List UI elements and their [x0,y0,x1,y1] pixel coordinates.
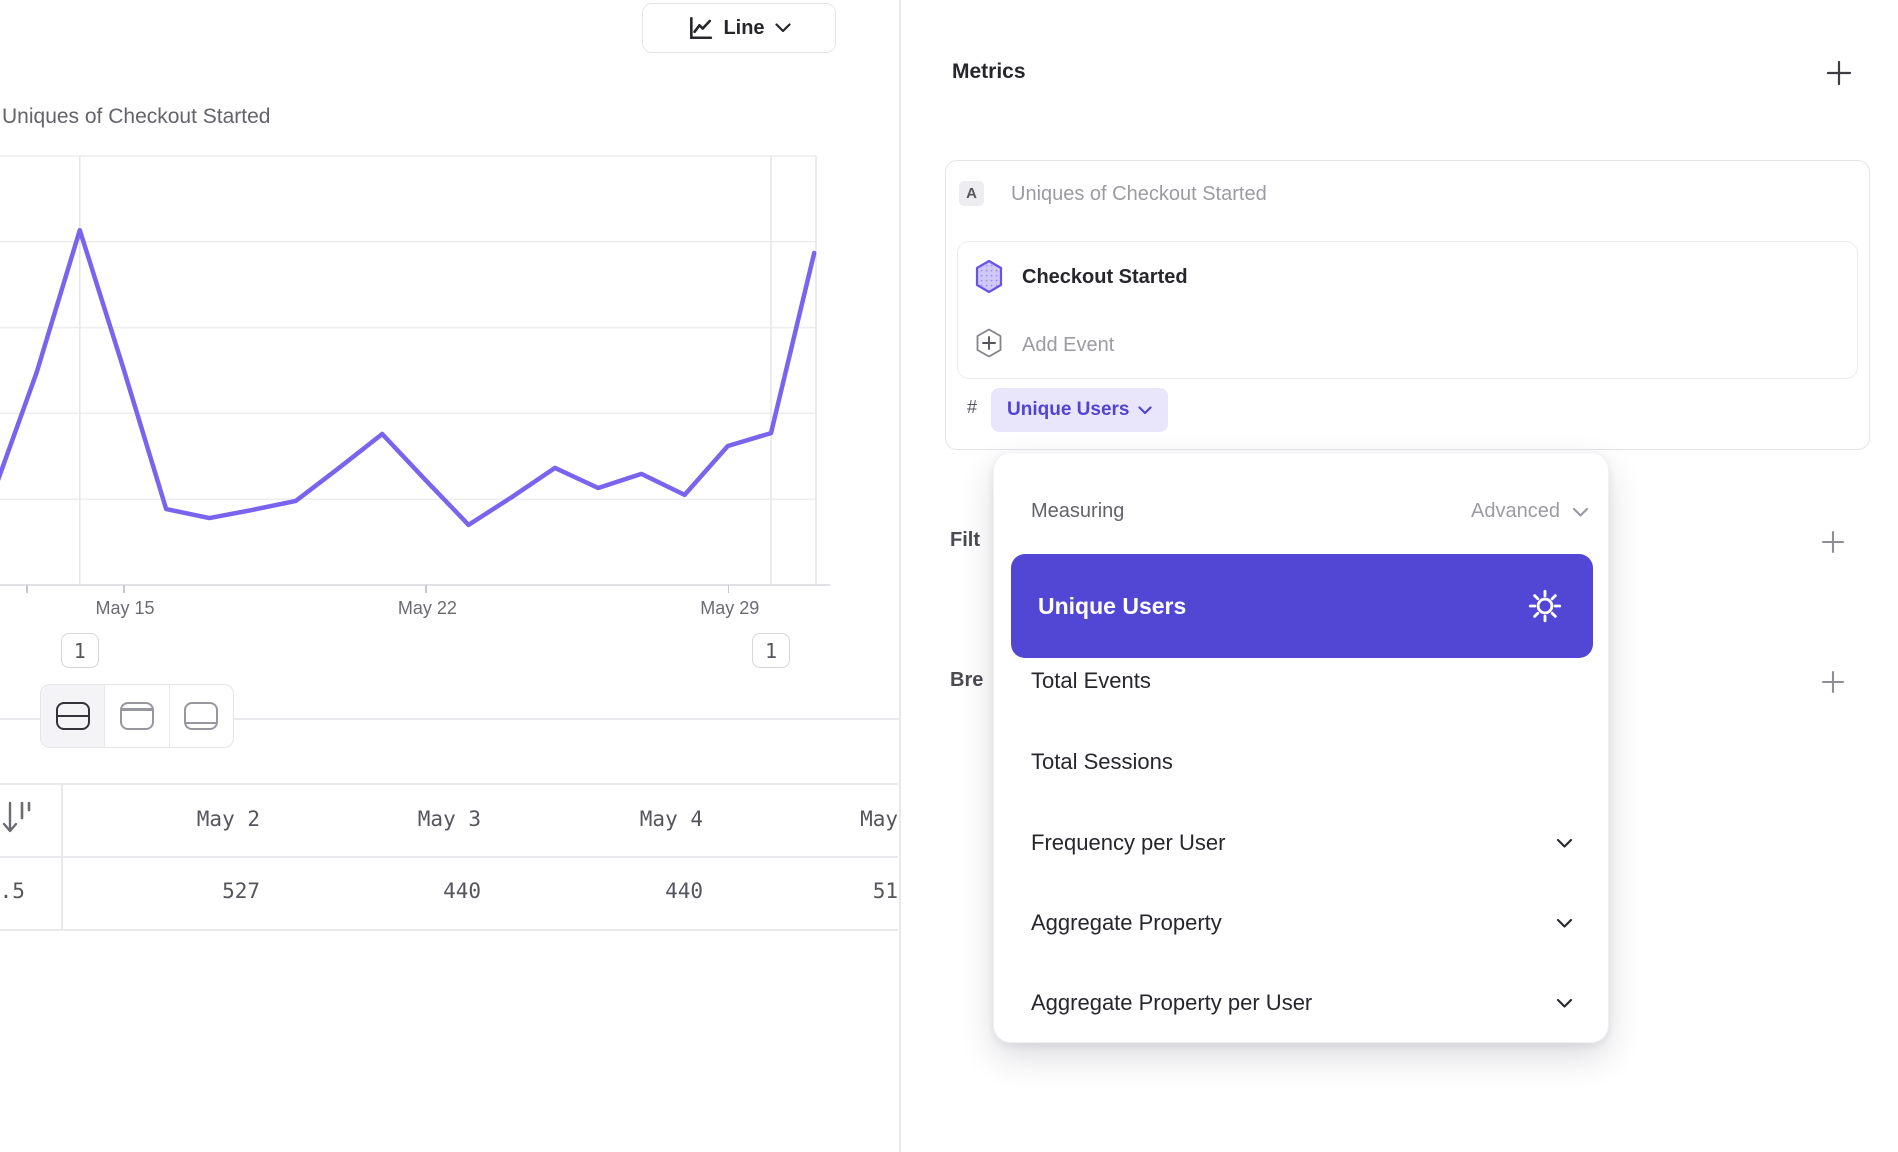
table-column-header[interactable]: May [860,807,898,831]
x-axis-tick [26,585,28,593]
table-header-divider [0,856,898,858]
x-axis-label: May 15 [95,598,155,618]
add-filter-button[interactable] [1820,529,1846,555]
section-divider [0,718,899,720]
line-chart-icon [690,16,713,40]
frozen-column-divider [61,783,63,931]
menu-item-aggregate-property-per-user[interactable]: Aggregate Property per User [1031,985,1573,1021]
measuring-dropdown: Measuring Advanced Unique Users Total Ev… [993,452,1609,1043]
results-table: May 2 May 3 May 4 May 0.5 527 440 440 51 [0,783,898,931]
annotation-badge[interactable]: 1 [60,633,99,668]
table-only-view-button[interactable] [168,685,233,747]
chart-type-dropdown-button[interactable]: Line [642,3,836,53]
add-event-hexagon-icon[interactable] [976,328,1002,358]
table-border-top [0,783,898,785]
menu-item-aggregate-property[interactable]: Aggregate Property [1031,905,1573,941]
x-axis-tick [727,585,730,593]
table-only-view-icon [184,702,219,730]
measuring-label: Measuring [1031,500,1125,522]
chevron-down-icon [1556,998,1573,1008]
chart-title: Uniques of Checkout Started [2,105,271,128]
filters-section-title: Filt [950,529,980,551]
x-axis-tick [425,585,427,593]
event-card: Checkout Started Add Event [957,241,1858,379]
table-frozen-cell: 0.5 [0,879,25,903]
metric-row-badge: A [959,181,984,206]
series-line [0,227,817,528]
gear-icon[interactable] [1527,588,1563,624]
x-axis-tick [123,585,125,593]
table-cell: 527 [222,879,260,903]
measure-hash-icon: # [967,397,978,417]
panel-divider [899,0,901,1152]
layout-toggle-group [40,684,234,748]
menu-item-total-sessions[interactable]: Total Sessions [1031,749,1173,774]
annotation-badge[interactable]: 1 [752,633,790,668]
split-view-icon [55,702,90,730]
measurement-chip[interactable]: Unique Users [991,388,1169,432]
measurement-chip-label: Unique Users [1007,399,1130,420]
table-cell: 440 [443,879,481,903]
table-column-header[interactable]: May 2 [196,807,260,831]
menu-item-total-events[interactable]: Total Events [1031,668,1151,693]
metric-title[interactable]: Uniques of Checkout Started [1011,183,1267,205]
add-breakdown-button[interactable] [1820,669,1846,695]
table-border-bottom [0,929,898,931]
breakdowns-section-title: Bre [950,669,984,691]
table-column-header[interactable]: May 3 [417,807,481,831]
line-chart[interactable] [0,150,830,586]
x-axis-label: May 22 [397,598,457,618]
add-event-label[interactable]: Add Event [1022,334,1115,356]
chevron-down-icon [774,23,791,33]
metrics-section-title: Metrics [952,60,1026,83]
advanced-selector[interactable]: Advanced [1471,500,1560,522]
add-metric-button[interactable] [1824,58,1854,88]
split-view-button[interactable] [41,685,105,747]
metric-card: A Uniques of Checkout Started Checkout S… [945,160,1870,450]
chevron-down-icon [1556,838,1573,848]
chevron-down-icon [1138,405,1153,414]
table-column-header[interactable]: May 4 [639,807,703,831]
chevron-down-icon [1556,918,1573,928]
chevron-down-icon[interactable] [1572,507,1589,518]
menu-item-frequency-per-user[interactable]: Frequency per User [1031,825,1573,861]
chart-type-label: Line [723,16,765,39]
table-cell: 51 [872,879,898,903]
sort-descending-icon[interactable] [1,799,35,839]
chart-only-view-button[interactable] [104,685,168,747]
event-name[interactable]: Checkout Started [1022,266,1188,288]
x-axis-label: May 29 [700,598,760,618]
table-cell: 440 [665,879,703,903]
chart-only-view-icon [119,702,154,730]
menu-item-unique-users[interactable]: Unique Users [1011,554,1593,658]
event-hexagon-icon [975,259,1003,294]
